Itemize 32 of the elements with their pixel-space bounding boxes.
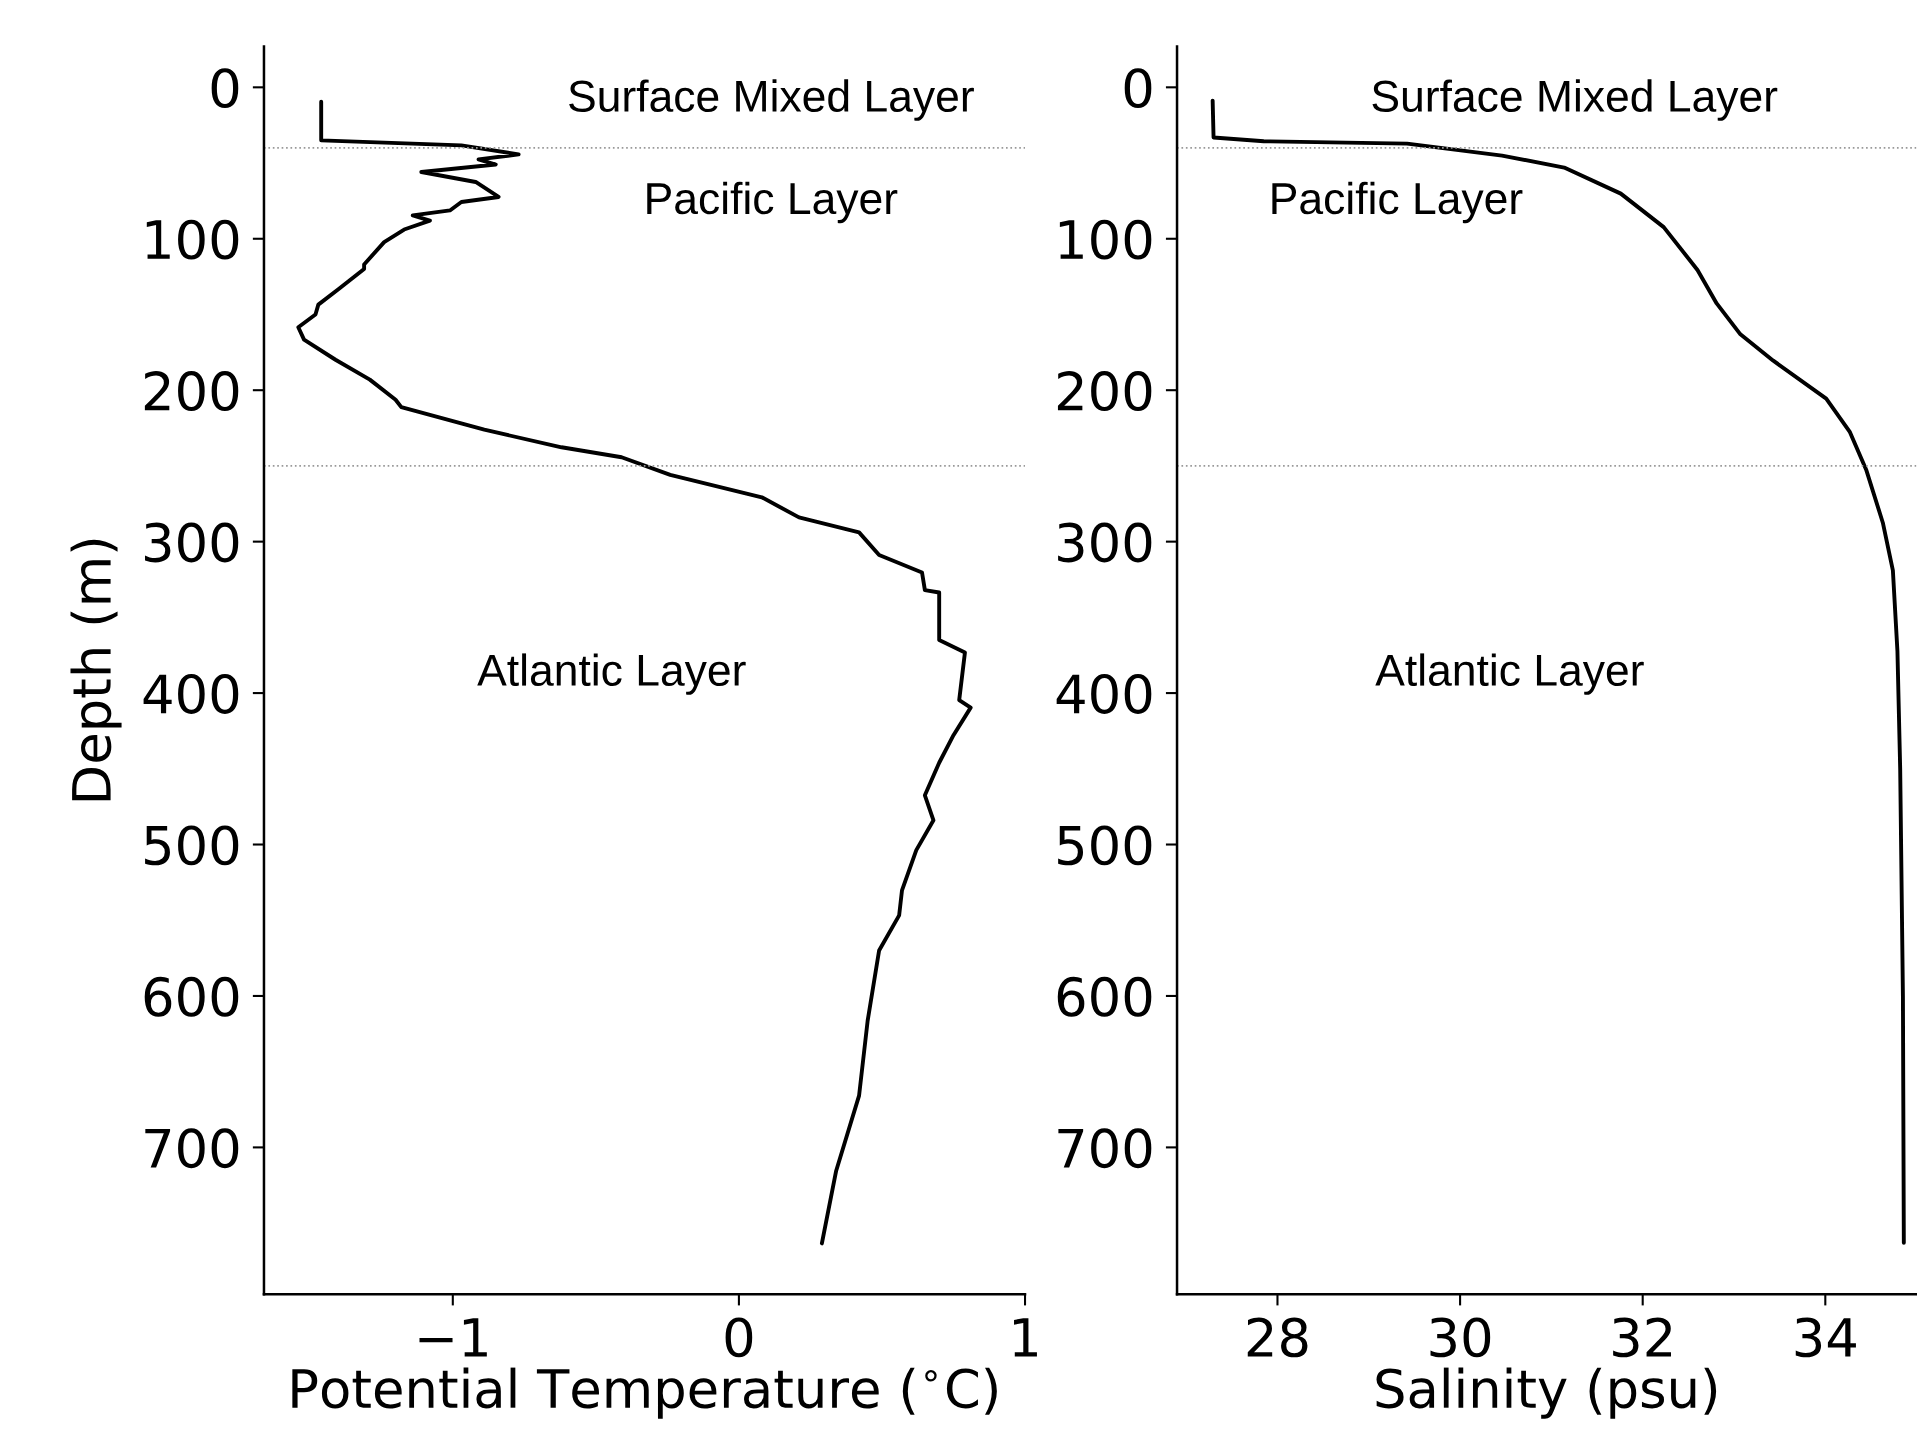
y-tick-label: 100	[1059, 219, 1152, 260]
y-tick-label: 500	[145, 825, 239, 866]
x-tick-label: −1	[419, 1318, 487, 1357]
y-tick-label: 300	[145, 522, 239, 563]
annotation: Atlantic Layer	[477, 653, 746, 695]
x-tick-label: 34	[1795, 1317, 1856, 1358]
x-axis-title: Potential Temperature ($^{∘}$C)	[292, 1367, 997, 1419]
annotation: Surface Mixed Layer	[569, 79, 974, 121]
x-tick-label: 32	[1613, 1317, 1671, 1358]
x-tick-label: 30	[1430, 1317, 1491, 1358]
y-tick-label: 100	[146, 219, 239, 260]
y-tick-label: 400	[1056, 673, 1152, 714]
x-tick-label: 0	[725, 1317, 753, 1358]
y-tick-label: 0	[211, 68, 239, 109]
y-tick-label: 200	[1057, 371, 1152, 411]
annotation: Pacific Layer	[1272, 181, 1523, 224]
y-tick-label: 0	[1124, 68, 1152, 109]
x-axis-title: Salinity (psu)	[1376, 1367, 1717, 1419]
annotation: Surface Mixed Layer	[1372, 79, 1778, 121]
y-tick-label: 300	[1058, 522, 1152, 563]
y-axis-title: Depth (m)	[70, 539, 122, 801]
annotation: Atlantic Layer	[1375, 653, 1644, 695]
y-tick-label: 700	[145, 1128, 239, 1169]
y-tick-label: 700	[1058, 1128, 1152, 1169]
x-tick-label: 28	[1247, 1317, 1308, 1358]
x-tick-label: 1	[1014, 1318, 1037, 1357]
annotation: Pacific Layer	[647, 181, 898, 224]
y-tick-label: 600	[144, 976, 239, 1017]
y-tick-label: 200	[144, 371, 239, 411]
y-tick-label: 500	[1058, 825, 1152, 866]
y-tick-label: 600	[1057, 976, 1152, 1017]
y-tick-label: 400	[143, 673, 239, 714]
